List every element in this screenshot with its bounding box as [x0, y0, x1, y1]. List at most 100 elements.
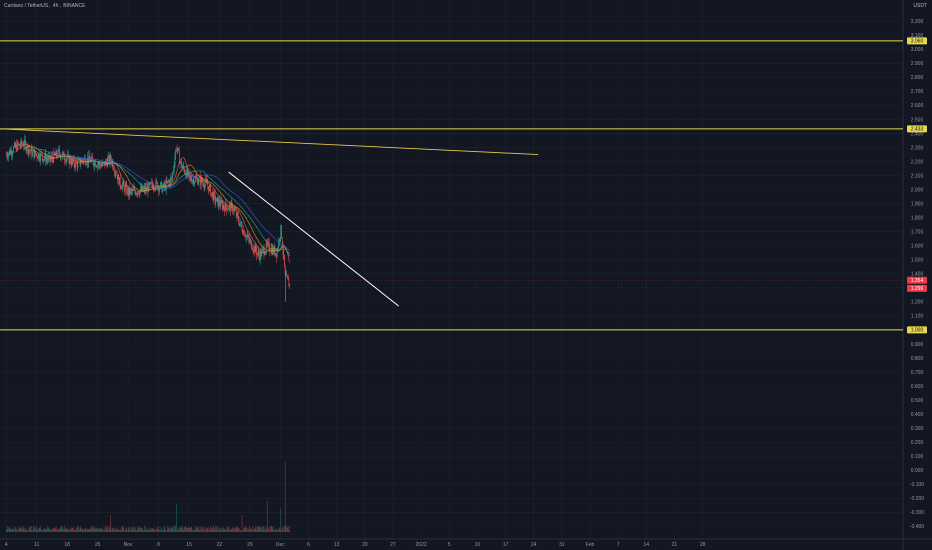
candle-body: [270, 247, 272, 253]
candle-body: [135, 191, 136, 195]
candle-body: [35, 154, 37, 155]
candle-body: [235, 210, 237, 217]
volume-bar: [227, 527, 229, 532]
candle-body: [95, 166, 97, 167]
candle-body: [25, 142, 27, 151]
candle-body: [261, 249, 263, 256]
candle-body: [250, 240, 252, 241]
candle-body: [10, 150, 11, 155]
symbol-name[interactable]: Cardano / TetherUS: [4, 3, 49, 9]
volume-bar: [114, 527, 116, 532]
volume-bar: [181, 526, 183, 532]
volume-bar: [120, 529, 122, 532]
candle-body: [224, 207, 225, 212]
symbol-header[interactable]: Cardano / TetherUS, 4h, BINANCE: [4, 3, 86, 9]
candle-body: [287, 277, 289, 280]
volume-bar: [174, 526, 176, 532]
candle-body: [251, 240, 252, 249]
volume-bar: [277, 530, 279, 532]
candle-body: [46, 158, 48, 160]
candle-body: [173, 165, 175, 170]
volume-bar: [146, 529, 148, 532]
volume-bar: [212, 526, 214, 532]
candle-body: [12, 152, 14, 154]
candle-body: [169, 180, 171, 185]
drawing-tools[interactable]: [0, 40, 903, 331]
candle-body: [208, 186, 209, 192]
candle-body: [238, 215, 239, 222]
volume-bar: [9, 527, 11, 532]
volume-bar: [260, 527, 262, 532]
volume-bar: [284, 461, 286, 532]
volume-bar: [243, 528, 244, 532]
candle-body: [278, 240, 279, 249]
volume-bar: [217, 526, 219, 532]
candle-body: [84, 157, 85, 159]
volume-bar: [173, 529, 175, 532]
volume-bar: [190, 526, 192, 532]
downtrend-line[interactable]: [228, 171, 400, 307]
long-trendline[interactable]: [0, 128, 539, 155]
volume-bar: [11, 528, 12, 532]
candle-body: [39, 159, 41, 161]
candle-body: [7, 156, 9, 158]
candle-body: [219, 204, 221, 207]
candle-body: [236, 212, 238, 217]
price-axis[interactable]: 3.200 3.100 3.000 2.900 2.800 2.700 2.600 2.500…: [907, 19, 927, 530]
volume-bar: [99, 528, 101, 532]
volume-bar: [86, 529, 87, 532]
candle-body: [124, 185, 125, 192]
price-tick-label: -0.400: [910, 524, 924, 530]
price-tick-label: 1.900: [911, 201, 924, 207]
candle-body: [152, 185, 154, 189]
volume-bar: [197, 526, 199, 532]
candle-body: [276, 253, 277, 258]
time-tick-label: 10: [475, 542, 481, 548]
candle-body: [15, 144, 17, 148]
volume-bar: [128, 526, 130, 532]
candle-body: [243, 230, 244, 235]
volume-bar: [43, 528, 44, 532]
candle-body: [233, 210, 234, 212]
candle-body: [246, 235, 247, 238]
volume-bar: [156, 529, 157, 532]
volume-bar: [165, 530, 167, 532]
price-tick-label: 1.500: [911, 258, 924, 264]
candle-body: [228, 205, 230, 210]
candle-body: [229, 204, 230, 206]
volume-bar: [266, 528, 268, 532]
volume-bar: [196, 527, 198, 532]
volume-bar: [186, 527, 187, 532]
volume-bar: [71, 528, 73, 532]
volume-bar: [70, 527, 71, 532]
volume-bar: [57, 528, 59, 532]
candle-body: [137, 192, 138, 195]
candle-body: [94, 161, 95, 167]
candle-body: [141, 187, 142, 191]
symbol-exchange: BINANCE: [63, 3, 86, 9]
candle-body: [174, 157, 176, 166]
volume-bar: [39, 528, 41, 532]
candle-body: [116, 174, 117, 176]
volume-bar: [145, 526, 147, 532]
volume-bar: [46, 526, 48, 532]
volume-bar: [221, 527, 222, 532]
price-tick-label: 0.400: [911, 412, 924, 418]
candle-body: [127, 188, 128, 194]
candle-body: [41, 153, 43, 158]
time-axis[interactable]: 4 11 18 25 Nov 8 15 22 29 Dec 6 13 20 27 2022 5 10 17 24 31…: [5, 542, 706, 548]
candle-body: [175, 149, 176, 158]
symbol-interval[interactable]: 4h: [52, 3, 59, 9]
volume-bars: [6, 461, 290, 532]
volume-bar: [262, 526, 264, 532]
candle-body: [254, 246, 255, 253]
volume-bar: [131, 527, 133, 532]
candle-body: [93, 163, 95, 167]
time-tick-label: 17: [503, 542, 509, 548]
candle-body: [287, 275, 288, 278]
candle-body: [172, 172, 174, 179]
volume-bar: [95, 527, 97, 532]
candle-body: [127, 188, 129, 195]
volume-bar: [18, 526, 20, 532]
